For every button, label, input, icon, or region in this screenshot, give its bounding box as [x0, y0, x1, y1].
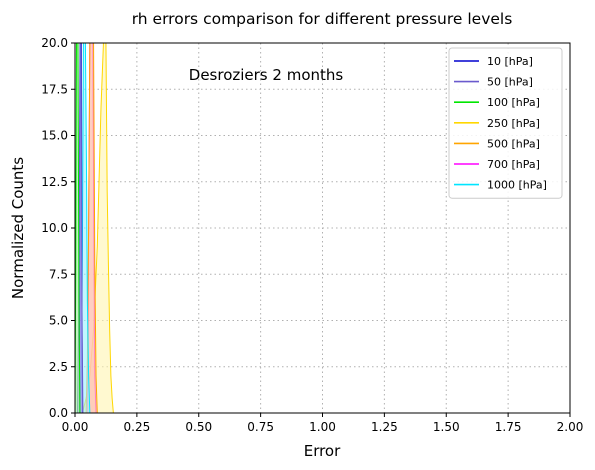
x-tick-label: 0.75 — [247, 420, 274, 434]
y-tick-label: 2.5 — [49, 360, 68, 374]
x-tick-label: 0.00 — [62, 420, 89, 434]
x-tick-label: 0.25 — [124, 420, 151, 434]
legend-label: 1000 [hPa] — [487, 179, 547, 192]
x-tick-label: 1.25 — [371, 420, 398, 434]
chart-title: rh errors comparison for different press… — [132, 10, 513, 28]
x-tick-label: 1.50 — [433, 420, 460, 434]
y-axis-label: Normalized Counts — [9, 157, 27, 299]
x-tick-label: 1.75 — [495, 420, 522, 434]
x-tick-label: 1.00 — [309, 420, 336, 434]
x-axis-ticks: 0.00 0.25 0.50 0.75 1.00 1.25 1.50 1.75 2.00 — [62, 413, 584, 434]
y-tick-label: 7.5 — [49, 267, 68, 281]
y-tick-label: 10.0 — [41, 221, 68, 235]
y-axis-ticks: 0.0 2.5 5.0 7.5 10.0 12.5 15.0 17.5 20.0 — [41, 36, 75, 420]
y-tick-label: 0.0 — [49, 406, 68, 420]
legend-label: 10 [hPa] — [487, 55, 533, 68]
legend: 10 [hPa] 50 [hPa] 100 [hPa] 250 [hPa] 500 [h… — [448, 47, 563, 199]
x-tick-label: 0.50 — [185, 420, 212, 434]
y-tick-label: 12.5 — [41, 175, 68, 189]
x-axis-label: Error — [304, 442, 341, 460]
y-tick-label: 20.0 — [41, 36, 68, 50]
x-tick-label: 2.00 — [557, 420, 584, 434]
legend-label: 50 [hPa] — [487, 76, 533, 89]
chart-annotation: Desroziers 2 months — [189, 66, 344, 84]
legend-label: 700 [hPa] — [487, 158, 540, 171]
legend-label: 100 [hPa] — [487, 96, 540, 109]
y-tick-label: 15.0 — [41, 129, 68, 143]
y-tick-label: 5.0 — [49, 314, 68, 328]
series-areas — [74, 42, 114, 414]
legend-label: 250 [hPa] — [487, 117, 540, 130]
gridlines — [75, 43, 570, 413]
y-tick-label: 17.5 — [41, 82, 68, 96]
legend-label: 500 [hPa] — [487, 137, 540, 150]
legend-box — [448, 47, 563, 199]
